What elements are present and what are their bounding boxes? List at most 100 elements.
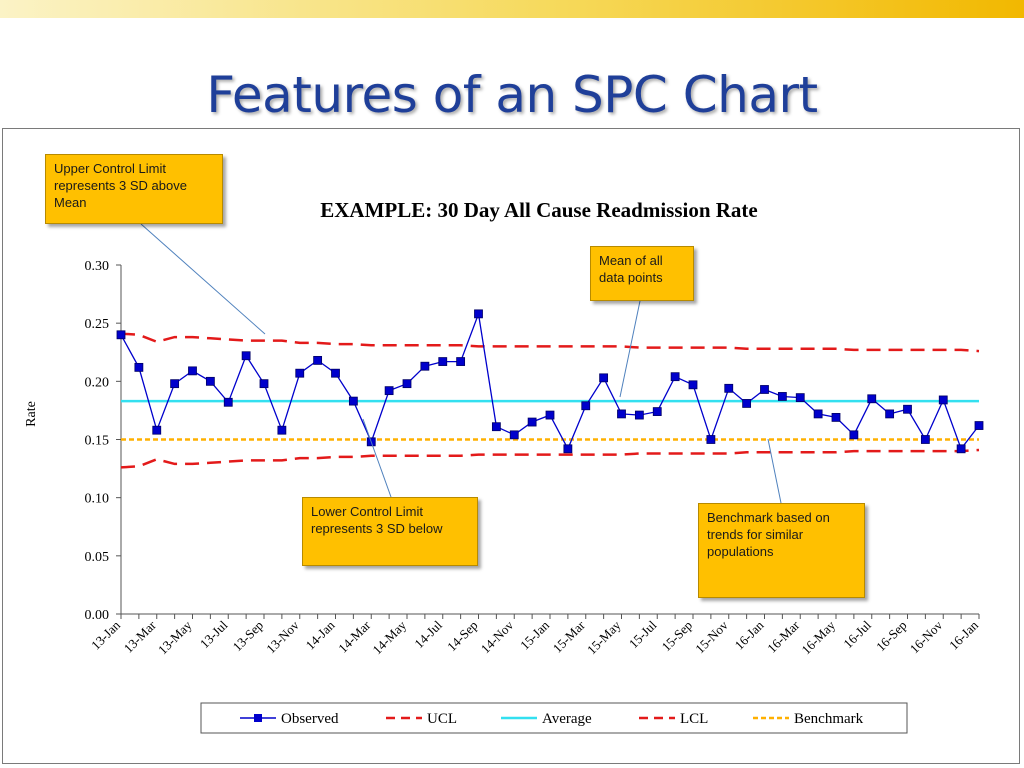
- x-tick-label: 15-May: [584, 617, 624, 657]
- legend-label-ucl: UCL: [427, 711, 457, 727]
- x-tick-label: 16-Nov: [907, 617, 946, 656]
- y-tick-label: 0.05: [85, 550, 110, 565]
- callout-leader-line: [362, 418, 392, 498]
- x-tick-label: 14-Jan: [302, 617, 337, 652]
- observed-point: [634, 410, 644, 420]
- observed-point: [134, 362, 144, 372]
- observed-point: [295, 368, 305, 378]
- observed-point: [706, 435, 716, 444]
- x-tick-label: 14-Jul: [411, 617, 445, 651]
- observed-point: [920, 435, 930, 444]
- x-tick-label: 15-Mar: [550, 617, 589, 656]
- x-tick-label: 16-May: [798, 617, 838, 657]
- x-tick-label: 16-Jan: [946, 617, 981, 652]
- observed-point: [831, 412, 841, 422]
- x-tick-label: 13-Jul: [197, 617, 231, 651]
- legend-box: [200, 702, 908, 734]
- x-tick-label: 16-Jan: [731, 617, 766, 652]
- observed-point: [420, 361, 430, 371]
- x-tick-label: 16-Jul: [840, 617, 874, 651]
- x-tick-label: 16-Mar: [764, 617, 803, 656]
- observed-point: [456, 357, 466, 366]
- x-tick-label: 14-May: [369, 617, 409, 657]
- x-tick-label: 14-Sep: [444, 618, 481, 655]
- observed-point: [277, 425, 287, 435]
- callout-leader-line: [140, 223, 266, 335]
- x-tick-label: 13-Nov: [263, 617, 302, 656]
- observed-point: [563, 444, 573, 454]
- observed-point: [813, 409, 823, 419]
- observed-point: [795, 393, 805, 403]
- observed-point: [670, 372, 680, 382]
- callout-ucl: Upper Control Limit represents 3 SD abov…: [45, 154, 223, 224]
- y-tick-label: 0.10: [85, 492, 110, 507]
- observed-point: [313, 355, 323, 365]
- x-tick-label: 15-Sep: [658, 618, 695, 655]
- observed-point: [259, 379, 269, 389]
- x-tick-label: 15-Jul: [626, 617, 660, 651]
- series-lines: [116, 309, 984, 469]
- observed-point: [170, 379, 180, 389]
- x-tick-label: 16-Sep: [873, 618, 910, 655]
- observed-point: [241, 351, 251, 361]
- series-ucl-line: [120, 332, 980, 353]
- chart-frame: EXAMPLE: 30 Day All Cause Readmission Ra…: [2, 128, 1020, 764]
- y-tick-label: 0.00: [85, 608, 110, 623]
- x-tick-label: 14-Mar: [335, 617, 374, 656]
- observed-point: [152, 425, 162, 435]
- observed-point: [760, 385, 769, 394]
- observed-point: [742, 399, 752, 408]
- observed-point: [849, 430, 859, 440]
- observed-point: [652, 407, 662, 416]
- x-tick-label: 15-Jan: [517, 617, 552, 652]
- legend-marker-observed: [254, 714, 262, 722]
- observed-point: [474, 309, 483, 319]
- observed-point: [581, 401, 591, 411]
- legend-label-benchmark: Benchmark: [794, 711, 864, 727]
- observed-point: [545, 410, 555, 420]
- callout-mean: Mean of all data points: [590, 246, 694, 301]
- observed-point: [509, 430, 519, 440]
- observed-point: [688, 380, 698, 390]
- legend-label-lcl: LCL: [680, 711, 708, 727]
- x-tick-label: 13-Mar: [121, 617, 160, 656]
- observed-point: [938, 395, 948, 405]
- chart-title: EXAMPLE: 30 Day All Cause Readmission Ra…: [320, 198, 758, 222]
- observed-point: [223, 397, 233, 407]
- callout-leader-line: [619, 300, 641, 398]
- y-tick-label: 0.20: [85, 375, 110, 390]
- callout-lcl: Lower Control Limit represents 3 SD belo…: [302, 497, 478, 566]
- x-tick-label: 13-Sep: [229, 618, 266, 655]
- y-tick-label: 0.30: [85, 259, 110, 274]
- legend-label-observed: Observed: [281, 711, 339, 727]
- slide-title: Features of an SPC Chart: [206, 66, 818, 124]
- y-tick-label: 0.25: [85, 317, 110, 332]
- observed-point: [384, 386, 394, 396]
- observed-point: [402, 379, 412, 389]
- observed-point: [527, 417, 537, 427]
- observed-point: [777, 392, 787, 401]
- x-tick-label: 14-Nov: [478, 617, 517, 656]
- series-lcl-line: [120, 448, 980, 469]
- observed-point: [188, 366, 197, 376]
- observed-point: [116, 330, 126, 340]
- y-axis-label: Rate: [24, 401, 39, 427]
- observed-point: [867, 394, 877, 404]
- observed-point: [599, 373, 609, 383]
- callout-leader-line: [767, 438, 782, 504]
- observed-point: [724, 383, 734, 393]
- legend-label-average: Average: [542, 711, 592, 727]
- x-tick-label: 13-May: [155, 617, 195, 657]
- top-accent-bar: [0, 0, 1024, 18]
- x-tick-label: 15-Nov: [692, 617, 731, 656]
- spc-chart: EXAMPLE: 30 Day All Cause Readmission Ra…: [24, 198, 984, 734]
- legend: Observed UCL Average LCL Benchmark: [200, 702, 908, 734]
- callout-leaders: [140, 223, 782, 504]
- observed-point: [331, 368, 340, 378]
- observed-point: [885, 409, 895, 419]
- callout-benchmark: Benchmark based on trends for similar po…: [698, 503, 865, 598]
- observed-point: [956, 444, 966, 454]
- observed-point: [903, 404, 912, 414]
- observed-point: [348, 396, 358, 406]
- observed-point: [974, 421, 984, 430]
